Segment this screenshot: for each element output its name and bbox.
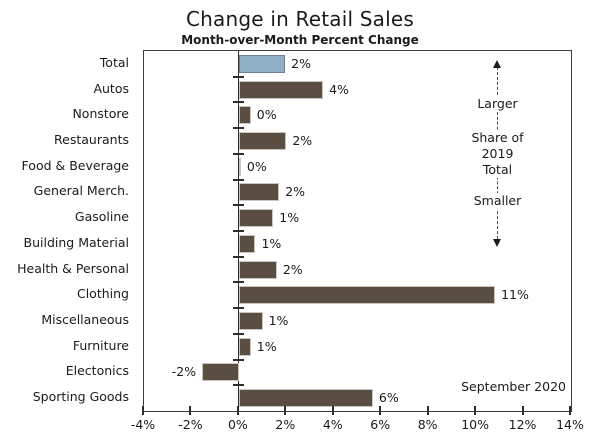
bar-food-beverage <box>238 157 241 176</box>
category-label-electonics: Electonics <box>65 363 129 379</box>
category-label-nonstore: Nonstore <box>72 106 129 122</box>
x-axis-tick <box>189 406 192 415</box>
zero-axis-tick <box>233 152 245 155</box>
annotation-larger: Larger <box>455 96 540 112</box>
zero-axis-tick <box>233 281 245 284</box>
arrow-down-icon <box>493 239 501 247</box>
x-axis-tick <box>142 406 144 415</box>
x-tick-label: 10% <box>461 417 490 432</box>
bar-miscellaneous <box>238 312 263 330</box>
x-tick-label: -4% <box>130 417 156 432</box>
annotation-share-of: Share of 2019 Total <box>455 130 540 178</box>
bar-gasoline <box>238 209 274 228</box>
value-label-restaurants: 2% <box>292 133 313 148</box>
bar-furniture <box>238 337 251 356</box>
value-label-nonstore: 0% <box>256 107 277 123</box>
bar-total <box>238 54 286 73</box>
zero-axis-tick <box>233 75 245 78</box>
chart-subtitle: Month-over-Month Percent Change <box>181 33 419 47</box>
category-label-sporting-goods: Sporting Goods <box>32 389 129 405</box>
bar-autos <box>238 80 324 99</box>
annotation-share-line1: Share of <box>471 130 524 145</box>
zero-axis-tick <box>233 230 245 232</box>
zero-axis-tick <box>233 307 245 310</box>
x-axis-tick <box>379 406 382 415</box>
bar-restaurants <box>238 132 287 150</box>
x-tick-label: 2% <box>275 417 296 432</box>
value-label-clothing: 11% <box>501 287 529 303</box>
category-label-food-beverage: Food & Beverage <box>21 157 129 173</box>
zero-axis-tick <box>233 101 245 104</box>
value-label-gasoline: 1% <box>279 210 300 226</box>
x-axis-tick <box>284 406 287 415</box>
x-axis-tick <box>331 406 334 415</box>
category-label-autos: Autos <box>93 80 129 96</box>
category-label-general-merch: General Merch. <box>33 183 129 199</box>
category-label-health-personal: Health & Personal <box>17 260 129 276</box>
bar-health-personal <box>238 260 277 279</box>
category-label-gasoline: Gasoline <box>74 209 129 225</box>
category-label-restaurants: Restaurants <box>54 132 129 147</box>
category-label-miscellaneous: Miscellaneous <box>41 312 129 327</box>
annotation-share-line3: Total <box>482 162 513 177</box>
bar-clothing <box>238 286 496 305</box>
category-label-clothing: Clothing <box>76 286 129 302</box>
annotation-share-line2: 2019 <box>481 146 514 161</box>
annotation-smaller: Smaller <box>455 193 540 209</box>
category-axis: Total Autos Nonstore Restaurants Food & Beve… <box>0 50 136 410</box>
x-tick-label: 8% <box>417 417 438 432</box>
share-annotation: Larger Share of 2019 Total Smaller <box>455 60 540 255</box>
x-tick-label: 14% <box>556 417 584 432</box>
x-tick-label: 0% <box>227 417 248 432</box>
bar-building-material <box>238 234 256 253</box>
x-axis-tick <box>236 406 239 415</box>
x-tick-label: 6% <box>370 417 391 432</box>
x-axis-tick <box>521 406 524 415</box>
value-label-health-personal: 2% <box>282 261 303 277</box>
zero-axis-tick <box>233 204 245 207</box>
chart-title: Change in Retail Sales <box>185 7 415 31</box>
zero-axis-tick <box>233 384 245 387</box>
x-axis-tick <box>569 406 571 415</box>
bar-nonstore <box>238 106 251 125</box>
bar-sporting-goods <box>238 389 373 408</box>
zero-axis-tick <box>233 358 245 361</box>
x-axis-tick <box>426 406 429 415</box>
category-label-furniture: Furniture <box>72 337 129 353</box>
bar-general-merch <box>238 183 280 202</box>
x-axis-tick <box>474 406 477 415</box>
value-label-food-beverage: 0% <box>246 158 267 174</box>
arrow-up-icon <box>493 60 501 68</box>
value-label-sporting-goods: 6% <box>378 390 399 406</box>
zero-axis-tick <box>233 178 245 181</box>
value-label-electonics: -2% <box>171 364 197 380</box>
value-label-building-material: 1% <box>261 235 282 251</box>
category-label-total: Total <box>99 54 129 70</box>
bar-electonics <box>202 363 239 382</box>
value-label-autos: 4% <box>329 81 349 97</box>
x-tick-label: -2% <box>178 417 203 432</box>
zero-axis-tick <box>233 332 245 335</box>
value-label-furniture: 1% <box>256 338 277 354</box>
value-label-total: 2% <box>291 55 311 71</box>
x-tick-label: 12% <box>508 417 537 432</box>
value-label-general-merch: 2% <box>285 184 306 200</box>
x-tick-label: 4% <box>322 417 343 432</box>
value-label-miscellaneous: 1% <box>268 313 289 328</box>
zero-axis-tick <box>233 255 245 258</box>
category-label-building-material: Building Material <box>23 234 129 250</box>
date-label: September 2020 <box>461 379 566 394</box>
zero-axis-tick <box>233 127 245 130</box>
